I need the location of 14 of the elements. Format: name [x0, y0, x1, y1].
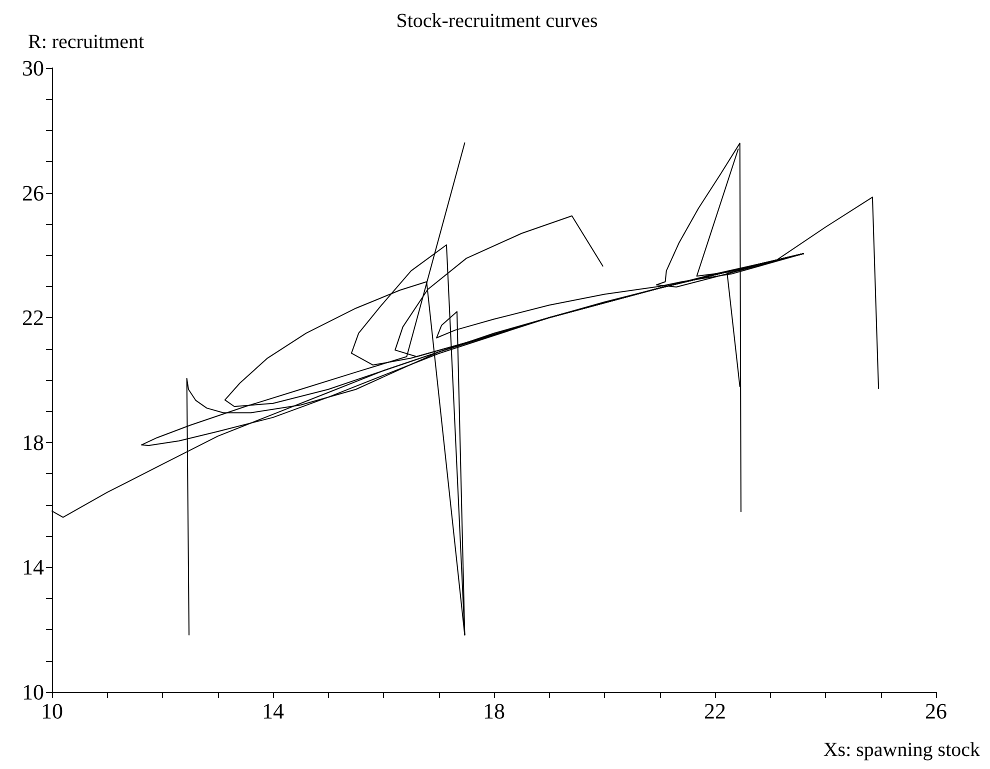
- chart-title: Stock-recruitment curves: [396, 10, 598, 32]
- y-tick-label: 30: [22, 56, 44, 80]
- x-tick-label: 10: [41, 698, 63, 724]
- y-tick-label: 10: [22, 680, 44, 704]
- y-axis-title: R: recruitment: [28, 31, 145, 53]
- x-tick-label: 14: [262, 698, 284, 724]
- y-tick-label: 26: [22, 180, 44, 206]
- x-tick-label: 18: [483, 698, 505, 724]
- y-tick-label: 22: [22, 305, 44, 330]
- x-tick-label: 26: [925, 698, 947, 724]
- x-tick-label: 22: [704, 698, 726, 724]
- x-axis-title: Xs: spawning stock: [823, 739, 980, 761]
- y-tick-label: 18: [22, 430, 44, 455]
- y-tick-label: 14: [22, 554, 44, 580]
